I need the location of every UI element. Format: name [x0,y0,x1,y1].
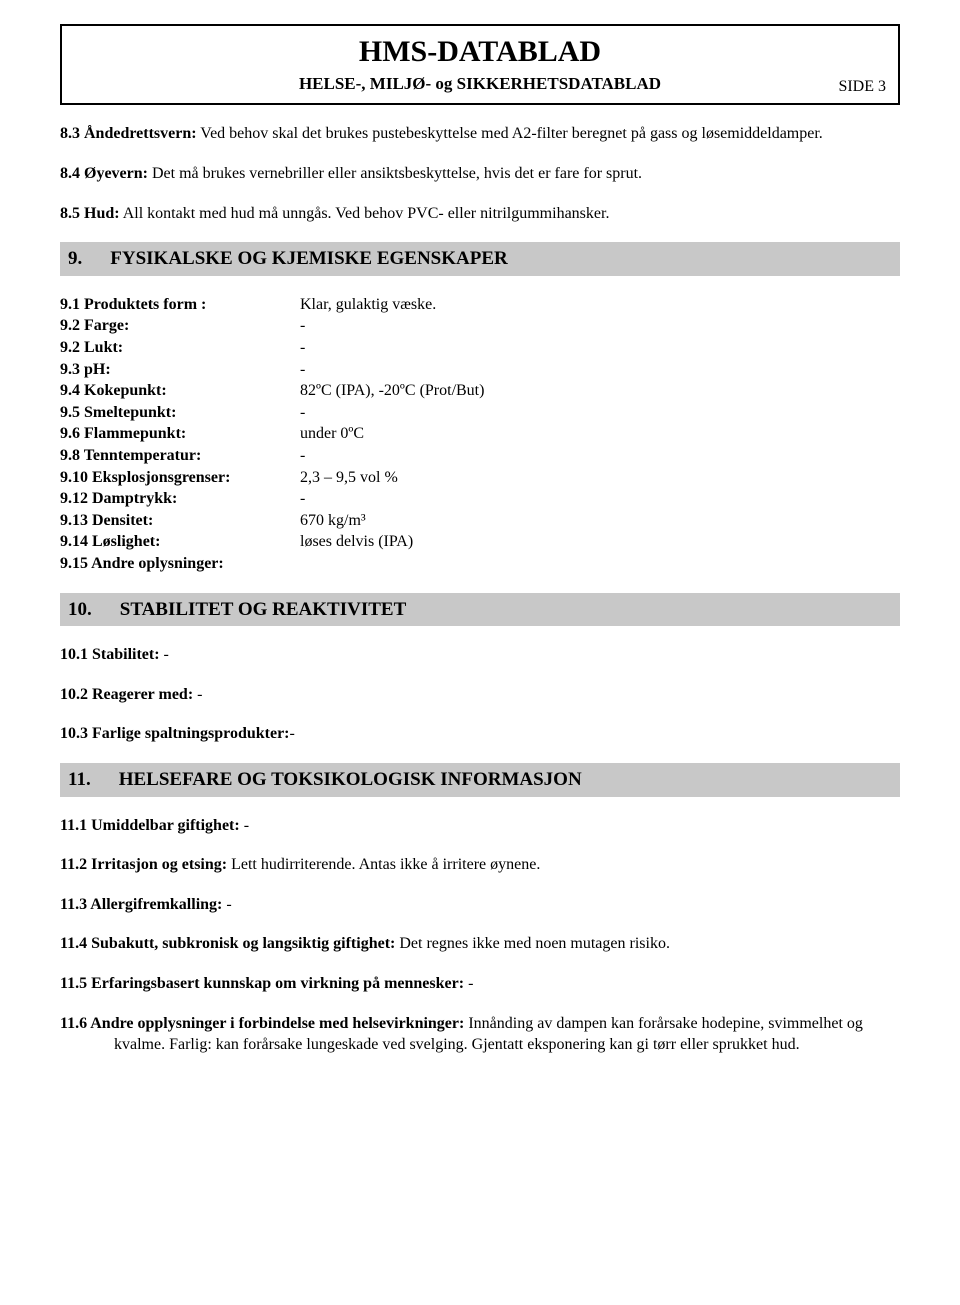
kv-value: løses delvis (IPA) [300,531,900,553]
kv-label: 9.13 Densitet: [60,510,300,532]
document-header: HMS-DATABLAD HELSE-, MILJØ- og SIKKERHET… [60,24,900,105]
table-row: 9.3 pH:- [60,359,900,381]
kv-label: 9.2 Lukt: [60,337,300,359]
table-row: 9.12 Damptrykk:- [60,488,900,510]
kv-label: 9.5 Smeltepunkt: [60,402,300,424]
label-10-3: 10.3 Farlige spaltningsprodukter: [60,725,290,742]
paragraph-11-5: 11.5 Erfaringsbasert kunnskap om virknin… [60,973,900,995]
kv-value [300,553,900,575]
section-11-num: 11. [68,767,91,793]
kv-value: - [300,402,900,424]
kv-label: 9.6 Flammepunkt: [60,423,300,445]
paragraph-8-3: 8.3 Åndedrettsvern: Ved behov skal det b… [60,123,900,145]
table-row: 9.2 Farge:- [60,315,900,337]
kv-value: - [300,488,900,510]
label-11-2: 11.2 Irritasjon og etsing: [60,856,227,873]
table-row: 9.6 Flammepunkt:under 0ºC [60,423,900,445]
label-11-1: 11.1 Umiddelbar giftighet: [60,817,240,834]
label-10-1: 10.1 Stabilitet: [60,646,160,663]
kv-value: 2,3 – 9,5 vol % [300,467,900,489]
paragraph-10-3: 10.3 Farlige spaltningsprodukter:- [60,723,900,745]
kv-value: - [300,315,900,337]
kv-label: 9.12 Damptrykk: [60,488,300,510]
kv-label: 9.3 pH: [60,359,300,381]
paragraph-11-2: 11.2 Irritasjon og etsing: Lett hudirrit… [60,854,900,876]
kv-label: 9.10 Eksplosjonsgrenser: [60,467,300,489]
table-row: 9.14 Løslighet:løses delvis (IPA) [60,531,900,553]
section-11-title: HELSEFARE OG TOKSIKOLOGISK INFORMASJON [119,767,582,793]
section-10-num: 10. [68,597,92,623]
kv-value: 670 kg/m³ [300,510,900,532]
table-row: 9.10 Eksplosjonsgrenser:2,3 – 9,5 vol % [60,467,900,489]
section-11-header: 11. HELSEFARE OG TOKSIKOLOGISK INFORMASJ… [60,763,900,797]
paragraph-11-4: 11.4 Subakutt, subkronisk og langsiktig … [60,933,900,955]
table-row: 9.4 Kokepunkt:82ºC (IPA), -20ºC (Prot/Bu… [60,380,900,402]
table-row: 9.2 Lukt:- [60,337,900,359]
text-11-3: - [222,896,231,913]
section-10-header: 10. STABILITET OG REAKTIVITET [60,593,900,627]
text-8-5: All kontakt med hud må unngås. Ved behov… [120,205,610,222]
paragraph-11-6: 11.6 Andre opplysninger i forbindelse me… [60,1013,900,1056]
table-row: 9.5 Smeltepunkt:- [60,402,900,424]
section-9-num: 9. [68,246,82,272]
text-10-2: - [193,686,202,703]
section-10-title: STABILITET OG REAKTIVITET [120,597,407,623]
properties-table: 9.1 Produktets form :Klar, gulaktig væsk… [60,294,900,575]
kv-label: 9.8 Tenntemperatur: [60,445,300,467]
table-row: 9.13 Densitet:670 kg/m³ [60,510,900,532]
paragraph-10-1: 10.1 Stabilitet: - [60,644,900,666]
kv-label: 9.15 Andre oplysninger: [60,553,300,575]
header-subtitle: HELSE-, MILJØ- og SIKKERHETSDATABLAD [299,73,661,96]
label-11-3: 11.3 Allergifremkalling: [60,896,222,913]
table-row: 9.1 Produktets form :Klar, gulaktig væsk… [60,294,900,316]
label-11-6: 11.6 Andre opplysninger i forbindelse me… [60,1015,464,1032]
table-row: 9.15 Andre oplysninger: [60,553,900,575]
text-10-3: - [290,725,295,742]
paragraph-11-3: 11.3 Allergifremkalling: - [60,894,900,916]
paragraph-10-2: 10.2 Reagerer med: - [60,684,900,706]
kv-value: under 0ºC [300,423,900,445]
table-row: 9.8 Tenntemperatur:- [60,445,900,467]
label-8-4: 8.4 Øyevern: [60,165,148,182]
paragraph-8-5: 8.5 Hud: All kontakt med hud må unngås. … [60,203,900,225]
kv-value: 82ºC (IPA), -20ºC (Prot/But) [300,380,900,402]
text-11-2: Lett hudirriterende. Antas ikke å irrite… [227,856,540,873]
header-title: HMS-DATABLAD [72,32,888,73]
kv-value: - [300,359,900,381]
text-10-1: - [160,646,169,663]
section-9-header: 9. FYSIKALSKE OG KJEMISKE EGENSKAPER [60,242,900,276]
label-8-3: 8.3 Åndedrettsvern: [60,125,197,142]
kv-label: 9.4 Kokepunkt: [60,380,300,402]
text-11-4: Det regnes ikke med noen mutagen risiko. [395,935,670,952]
page-number: SIDE 3 [838,76,886,98]
text-11-1: - [240,817,249,834]
kv-label: 9.14 Løslighet: [60,531,300,553]
kv-value: - [300,445,900,467]
kv-value: Klar, gulaktig væske. [300,294,900,316]
section-9-title: FYSIKALSKE OG KJEMISKE EGENSKAPER [110,246,508,272]
label-11-4: 11.4 Subakutt, subkronisk og langsiktig … [60,935,395,952]
label-8-5: 8.5 Hud: [60,205,120,222]
kv-label: 9.1 Produktets form : [60,294,300,316]
text-8-3: Ved behov skal det brukes pustebeskyttel… [197,125,823,142]
text-11-5: - [464,975,473,992]
paragraph-11-1: 11.1 Umiddelbar giftighet: - [60,815,900,837]
text-8-4: Det må brukes vernebriller eller ansikts… [148,165,642,182]
kv-value: - [300,337,900,359]
label-11-5: 11.5 Erfaringsbasert kunnskap om virknin… [60,975,464,992]
paragraph-8-4: 8.4 Øyevern: Det må brukes vernebriller … [60,163,900,185]
kv-label: 9.2 Farge: [60,315,300,337]
label-10-2: 10.2 Reagerer med: [60,686,193,703]
